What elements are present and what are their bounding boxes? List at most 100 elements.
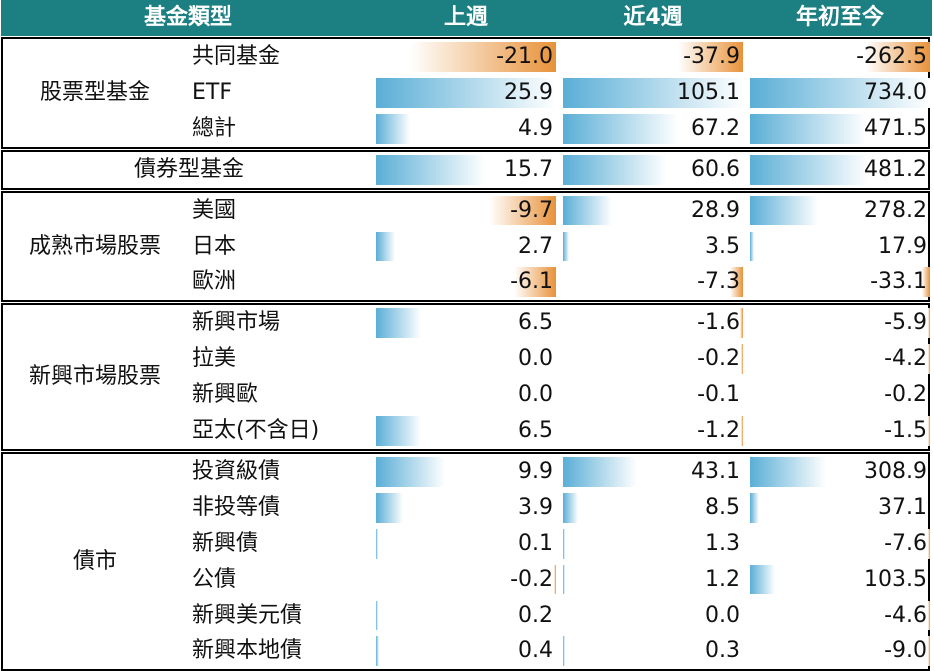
data-bar xyxy=(750,564,776,595)
row-label: 日本 xyxy=(192,233,237,259)
data-bar xyxy=(488,195,556,226)
data-value: 3.9 xyxy=(518,494,553,520)
data-bar xyxy=(376,492,404,523)
group-label: 股票型基金 xyxy=(39,79,150,105)
data-value: 9.9 xyxy=(518,458,553,484)
data-bar xyxy=(376,154,486,185)
data-value: 0.4 xyxy=(518,638,553,664)
data-value: 0.0 xyxy=(518,346,553,372)
data-bar xyxy=(750,113,866,144)
data-value: -0.2 xyxy=(697,346,740,372)
data-value: -4.2 xyxy=(884,346,927,372)
data-value: 0.3 xyxy=(705,638,740,664)
data-bar xyxy=(376,77,556,108)
data-bar xyxy=(376,636,379,667)
data-bar xyxy=(740,308,743,339)
data-bar xyxy=(376,528,378,559)
data-bar xyxy=(750,231,755,262)
data-value: 0.0 xyxy=(705,602,740,628)
data-bar xyxy=(927,636,930,667)
data-value: 8.5 xyxy=(705,494,740,520)
data-value: 4.9 xyxy=(518,115,553,141)
data-value: 43.1 xyxy=(691,458,740,484)
data-value: -21.0 xyxy=(496,44,553,69)
data-value: -9.7 xyxy=(510,197,553,223)
data-value: -0.2 xyxy=(510,566,553,592)
row-label: 總計 xyxy=(192,115,237,141)
data-value: 17.9 xyxy=(878,233,927,259)
data-value: 0.2 xyxy=(518,602,553,628)
data-bar xyxy=(730,267,743,298)
row-label: 新興市場 xyxy=(192,310,281,336)
data-value: -33.1 xyxy=(870,269,927,295)
row-label: 亞太(不含日) xyxy=(192,418,320,443)
data-value: -9.0 xyxy=(884,638,927,664)
group-label: 債市 xyxy=(72,548,117,574)
data-value: -262.5 xyxy=(856,44,927,69)
data-bar xyxy=(741,344,743,375)
row-label: 美國 xyxy=(192,197,237,223)
row-label: 共同基金 xyxy=(192,44,281,69)
data-bar xyxy=(928,344,930,375)
data-value: 67.2 xyxy=(691,115,740,141)
data-bar xyxy=(376,600,378,631)
row-label: 新興債 xyxy=(192,530,259,556)
data-value: 103.5 xyxy=(864,566,927,592)
data-value: -0.1 xyxy=(697,382,740,408)
data-value: -1.5 xyxy=(884,418,927,443)
column-header: 上週 xyxy=(443,5,488,30)
data-value: 0.1 xyxy=(518,530,553,556)
data-bar xyxy=(513,267,556,298)
data-bar xyxy=(750,195,819,226)
data-value: -1.6 xyxy=(697,310,740,336)
row-label: 新興美元債 xyxy=(192,602,303,628)
column-header: 基金類型 xyxy=(143,5,232,30)
data-value: 60.6 xyxy=(691,156,740,182)
data-bar xyxy=(921,267,930,298)
data-bar xyxy=(563,528,566,559)
row-label: ETF xyxy=(192,79,232,105)
data-value: 734.0 xyxy=(864,79,927,105)
data-value: 1.2 xyxy=(705,566,740,592)
data-value: 2.7 xyxy=(518,233,553,259)
data-value: 28.9 xyxy=(691,197,740,223)
data-bar xyxy=(410,42,556,72)
row-label: 債券型基金 xyxy=(133,156,244,182)
data-value: 6.5 xyxy=(518,418,553,443)
row-label: 非投等債 xyxy=(192,494,281,520)
group-frame xyxy=(1,190,930,303)
row-label: 新興歐 xyxy=(192,382,259,408)
row-label: 歐洲 xyxy=(192,269,237,295)
data-bar xyxy=(928,528,930,559)
data-bar xyxy=(865,42,930,72)
data-bar xyxy=(563,231,569,262)
data-value: -7.6 xyxy=(884,530,927,556)
group-frame xyxy=(1,149,930,190)
data-bar xyxy=(928,416,930,446)
data-bar xyxy=(563,636,565,667)
data-value: 481.2 xyxy=(864,156,927,182)
data-bar xyxy=(750,77,930,108)
data-bar xyxy=(376,231,395,262)
data-bar xyxy=(928,308,930,339)
data-bar xyxy=(750,154,868,185)
data-value: 105.1 xyxy=(677,79,740,105)
data-bar xyxy=(563,195,613,226)
column-header: 年初至今 xyxy=(795,5,884,30)
row-label: 新興本地債 xyxy=(192,638,303,664)
data-bar xyxy=(376,456,445,487)
data-value: 471.5 xyxy=(864,115,927,141)
data-value: -6.1 xyxy=(510,269,553,295)
data-value: 278.2 xyxy=(864,197,927,223)
data-value: 3.5 xyxy=(705,233,740,259)
data-value: 25.9 xyxy=(504,79,553,105)
data-bar xyxy=(563,154,667,185)
table-header xyxy=(1,0,932,36)
data-bar xyxy=(740,416,743,446)
row-label: 投資級債 xyxy=(192,458,281,484)
data-value: 37.1 xyxy=(878,494,927,520)
data-value: 6.5 xyxy=(518,310,553,336)
data-bar xyxy=(563,77,743,108)
data-bar xyxy=(563,456,637,487)
